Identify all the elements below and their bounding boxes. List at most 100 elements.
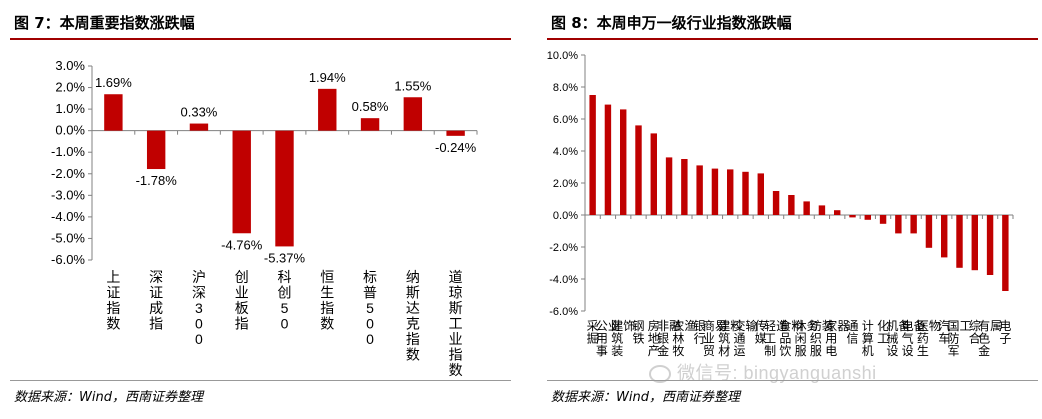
y-tick-label: -2.0% <box>51 166 85 181</box>
bar-计算机 <box>864 215 871 220</box>
bar-公用事业 <box>604 104 612 215</box>
data-label-纳斯达克指数: 1.55% <box>394 78 431 93</box>
bar-商业贸易 <box>711 168 719 215</box>
category-label-采掘: 采掘 <box>587 319 599 346</box>
bar-国防军工 <box>956 215 963 268</box>
data-label-标普500: 0.58% <box>352 99 389 114</box>
category-label-传媒: 传媒 <box>755 318 767 346</box>
category-label-房地产: 房地产 <box>648 318 660 358</box>
y-tick-label: -1.0% <box>51 144 85 159</box>
y-tick-label: 2.0% <box>553 178 578 190</box>
category-label-通信: 通信 <box>846 319 858 346</box>
data-label-上证指数: 1.69% <box>95 75 132 90</box>
category-label-纺织服装: 纺织服装 <box>810 319 834 358</box>
y-tick-label: -6.0% <box>51 252 85 267</box>
y-tick-label: 10.0% <box>547 50 578 62</box>
bar-交通运输 <box>742 171 749 215</box>
bar-化工 <box>879 215 887 224</box>
data-label-创业板指: -4.76% <box>221 237 263 252</box>
bar-轻工制造 <box>772 191 780 215</box>
bar-休闲服务 <box>803 201 810 215</box>
bar-深证成指 <box>146 130 166 170</box>
y-tick-label: -3.0% <box>51 187 85 202</box>
category-label-交通运输: 交通运输 <box>733 318 757 358</box>
category-label-道琼斯工业指数: 道琼斯工业指数 <box>449 269 463 378</box>
category-label-医药生物: 医药生物 <box>917 319 941 358</box>
category-label-国防军工: 国防军工 <box>947 319 971 358</box>
left-index-chart: 3.0% 2.0% 1.0% 0.0% -1.0% -2.0% -3.0% -4.0% -5.0… <box>51 58 478 378</box>
bar-农林牧渔 <box>681 159 688 215</box>
category-label-公用事业: 公用事业 <box>596 319 620 358</box>
y-tick-label: -4.0% <box>51 209 85 224</box>
bar-建筑装饰 <box>620 109 627 215</box>
bar-家用电器 <box>834 210 841 215</box>
bar-道琼斯工业指数 <box>446 130 465 136</box>
right-bottom-rule <box>547 380 1038 381</box>
category-label-休闲服务: 休闲服务 <box>795 318 819 358</box>
bar-非银金融 <box>665 157 673 215</box>
category-label-银行: 银行 <box>694 319 706 346</box>
bar-房地产 <box>650 133 657 215</box>
y-tick-label: -2.0% <box>549 242 578 254</box>
bar-纺织服装 <box>818 205 826 215</box>
category-label-商业贸易: 商业贸易 <box>703 318 727 358</box>
y-tick-label: 0.0% <box>553 210 578 222</box>
bar-建筑材料 <box>727 169 734 215</box>
category-label-电子: 电子 <box>999 319 1011 346</box>
category-label-家用电器: 家用电器 <box>825 318 849 358</box>
category-label-电气设备: 电气设备 <box>902 319 926 358</box>
left-figure-title: 图 7：本周重要指数涨跌幅 <box>14 14 195 32</box>
category-label-机械设备: 机械设备 <box>886 319 910 358</box>
bar-上证指数 <box>104 94 123 131</box>
wechat-watermark: 微信号: bingyanguanshi <box>649 359 877 385</box>
bar-传媒 <box>757 173 764 215</box>
bar-汽车 <box>941 215 948 258</box>
left-figure: 图 7：本周重要指数涨跌幅 3.0% 2.0% 1.0% 0.0% -1.0% -2.0%… <box>0 0 515 419</box>
data-label-道琼斯工业指数: -0.24% <box>435 140 477 155</box>
left-title-rule <box>10 38 511 40</box>
category-label-非银金融: 非银金融 <box>657 319 681 358</box>
bar-银行 <box>696 165 703 215</box>
data-label-恒生指数: 1.94% <box>309 70 346 85</box>
category-label-有色金属: 有色金属 <box>978 319 1002 358</box>
category-label-轻工制造: 轻工制造 <box>764 319 788 358</box>
category-label-标普500: 标普 5 0 0 <box>363 269 377 347</box>
category-label-恒生指数: 恒生指数 <box>320 269 334 332</box>
category-label-沪深300: 沪深 3 0 0 <box>192 269 206 347</box>
category-label-科创50: 科创 5 0 <box>278 269 292 332</box>
category-label-深证成指: 深证成指 <box>149 269 163 332</box>
bar-创业板指 <box>232 130 251 234</box>
right-figure-title: 图 8：本周申万一级行业指数涨跌幅 <box>551 14 792 32</box>
category-label-创业板指: 创业板指 <box>235 269 249 332</box>
right-industry-chart: 10.0% 8.0% 6.0% 4.0% 2.0% 0.0% -2.0% -4.0% -6.0%… <box>547 50 1014 358</box>
bar-电子 <box>1002 215 1009 291</box>
category-label-上证指数: 上证指数 <box>106 269 120 332</box>
bar-电气设备 <box>910 215 917 234</box>
y-tick-label: 2.0% <box>55 80 85 95</box>
bar-通信 <box>849 215 856 218</box>
bar-恒生指数 <box>318 88 337 131</box>
y-tick-label: 0.0% <box>55 123 85 138</box>
category-label-建筑装饰: 建筑装饰 <box>611 319 635 358</box>
bar-纳斯达克指数 <box>403 97 423 131</box>
y-tick-label: -6.0% <box>549 306 578 318</box>
category-label-钢铁: 钢铁 <box>632 319 644 346</box>
category-label-农林牧渔: 农林牧渔 <box>672 319 696 358</box>
data-label-科创50: -5.37% <box>264 250 306 265</box>
bar-医药生物 <box>925 215 933 248</box>
wechat-icon <box>649 365 671 384</box>
category-label-纳斯达克指数: 纳斯达克指数 <box>406 269 420 363</box>
y-tick-label: 4.0% <box>553 146 578 158</box>
watermark-text: 微信号: bingyanguanshi <box>677 363 877 383</box>
bar-机械设备 <box>895 215 902 234</box>
data-label-深证成指: -1.78% <box>136 173 178 188</box>
y-tick-label: -5.0% <box>51 230 85 245</box>
bar-科创50 <box>275 130 294 247</box>
bar-有色金属 <box>986 215 994 275</box>
category-label-汽车: 汽车 <box>938 318 950 346</box>
y-tick-label: 8.0% <box>553 82 578 94</box>
category-label-建筑材料: 建筑材料 <box>718 319 742 358</box>
bar-食品饮料 <box>788 195 795 215</box>
bar-沪深300 <box>189 123 209 131</box>
right-title-rule <box>547 38 1038 40</box>
